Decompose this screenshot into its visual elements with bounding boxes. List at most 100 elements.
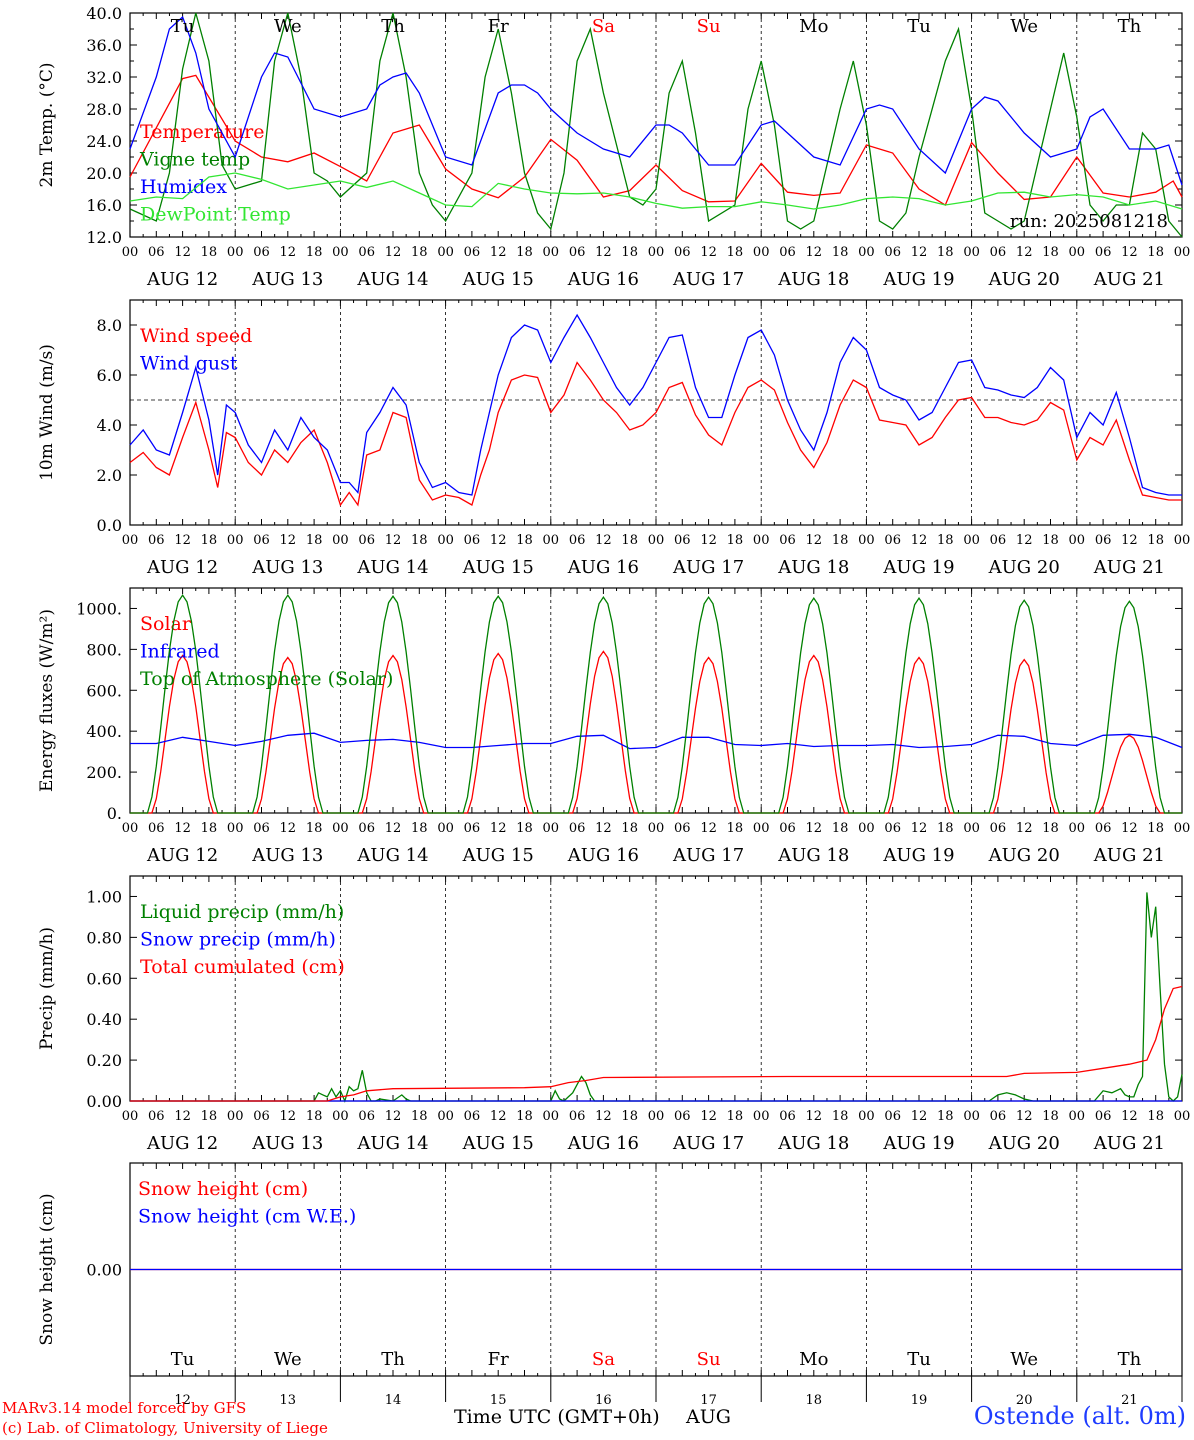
y-tick-label: 12.0 [86,228,122,247]
hour-label: 06 [884,1109,901,1124]
hour-label: 18 [516,1109,533,1124]
hour-label: 18 [937,821,954,836]
hour-label: 18 [727,821,744,836]
hour-label: 18 [1147,533,1164,548]
series-line [129,12,1183,238]
hour-label: 06 [253,533,270,548]
y-tick-label: 2.0 [97,466,122,485]
hour-label: 00 [437,245,454,260]
hour-label: 12 [1121,821,1138,836]
date-label: AUG 16 [567,269,639,290]
hour-label: 00 [1174,821,1191,836]
day-number: 19 [911,1393,928,1408]
hour-label: 00 [858,245,875,260]
hour-label: 06 [464,1109,481,1124]
y-tick-label: 4.0 [97,416,122,435]
model-credit: MARv3.14 model forced by GFS [2,1399,247,1417]
hour-label: 12 [1121,533,1138,548]
hour-label: 06 [674,821,691,836]
day-name: Fr [488,1349,509,1370]
legend-entry: Infrared [140,641,220,663]
y-tick-label: 600. [86,681,122,700]
date-label: AUG 14 [356,269,428,290]
day-name: Mo [799,1349,828,1370]
y-tick-label: 400. [86,722,122,741]
hour-label: 06 [464,245,481,260]
legend-entry: Wind gust [140,353,238,375]
legend-entry: Snow height (cm W.E.) [138,1206,356,1228]
hour-label: 00 [753,1109,770,1124]
y-tick-label: 1.00 [86,887,122,906]
day-name: We [1010,1349,1038,1370]
hour-label: 06 [569,821,586,836]
day-name: Su [697,1349,721,1370]
day-name: Sa [592,1349,615,1370]
hour-label: 06 [358,821,375,836]
hour-label: 18 [832,533,849,548]
day-name: We [274,16,302,37]
date-label: AUG 18 [777,269,849,290]
legend-entry: Top of Atmosphere (Solar) [140,668,393,690]
hour-label: 06 [569,1109,586,1124]
y-tick-label: 0.80 [86,928,122,947]
hour-label: 06 [148,1109,165,1124]
date-label: AUG 19 [882,269,954,290]
day-name: Tu [171,1349,195,1370]
hour-label: 06 [253,245,270,260]
y-tick-label: 8.0 [97,316,122,335]
date-label: AUG 19 [882,845,954,866]
date-label: AUG 12 [146,269,218,290]
day-name: Tu [171,16,195,37]
day-name: Tu [907,1349,931,1370]
series-line [129,74,1183,206]
hour-label: 18 [937,1109,954,1124]
y-tick-label: 1000. [76,599,122,618]
panel-frame [129,587,1183,814]
hour-label: 00 [437,1109,454,1124]
hour-label: 18 [411,245,428,260]
hour-label: 12 [806,821,823,836]
hour-label: 12 [1121,245,1138,260]
hour-label: 12 [700,533,717,548]
y-tick-label: 32.0 [86,68,122,87]
hour-label: 00 [648,533,665,548]
hour-label: 18 [516,245,533,260]
hour-label: 18 [201,1109,218,1124]
hour-label: 00 [858,533,875,548]
hour-label: 12 [595,1109,612,1124]
hour-label: 00 [122,1109,139,1124]
y-tick-label: 6.0 [97,366,122,385]
day-name: Mo [799,16,828,37]
y-tick-label: 0.00 [86,1261,122,1280]
hour-label: 00 [1174,245,1191,260]
day-name: Su [697,16,721,37]
hour-label: 06 [1095,1109,1112,1124]
station-label: Ostende (alt. 0m) [973,1402,1186,1430]
hour-label: 18 [832,1109,849,1124]
y-axis-label: 10m Wind (m/s) [37,344,57,481]
hour-label: 12 [1016,533,1033,548]
y-axis-label: Precip (mm/h) [37,927,57,1050]
hour-label: 00 [753,821,770,836]
hour-label: 12 [1121,1109,1138,1124]
hour-label: 06 [464,821,481,836]
hour-label: 00 [543,533,560,548]
y-tick-label: 0.00 [86,1092,122,1111]
hour-label: 00 [122,533,139,548]
date-label: AUG 14 [356,1133,428,1154]
date-label: AUG 20 [988,845,1060,866]
date-label: AUG 13 [251,557,323,578]
legend-entry: Snow precip (mm/h) [140,929,336,951]
hour-label: 12 [280,533,297,548]
hour-label: 06 [779,245,796,260]
hour-label: 06 [1095,245,1112,260]
y-tick-label: 0.60 [86,969,122,988]
hour-label: 00 [437,533,454,548]
hour-label: 06 [779,1109,796,1124]
hour-label: 06 [990,533,1007,548]
date-label: AUG 20 [988,269,1060,290]
y-tick-label: 40.0 [86,4,122,23]
hour-label: 12 [174,533,191,548]
date-label: AUG 19 [882,557,954,578]
hour-label: 06 [358,245,375,260]
